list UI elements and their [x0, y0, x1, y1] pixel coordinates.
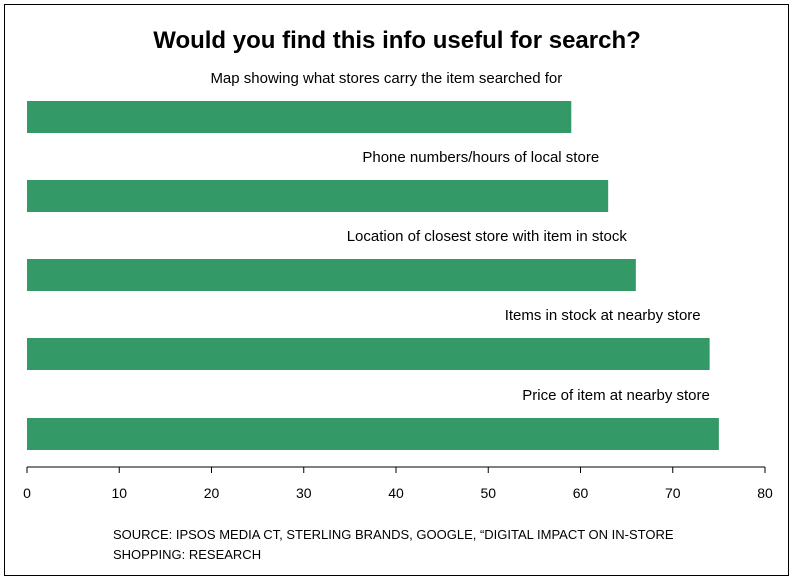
- bar-2: [27, 180, 609, 212]
- x-tick-label-70: 70: [665, 485, 681, 501]
- x-tick-label-30: 30: [296, 485, 312, 501]
- bar-label-2: Phone numbers/hours of local store: [362, 149, 599, 166]
- bar-5: [27, 418, 719, 450]
- chart-title: Would you find this info useful for sear…: [153, 27, 641, 54]
- x-tick-label-20: 20: [204, 485, 220, 501]
- bar-label-5: Price of item at nearby store: [522, 387, 710, 404]
- x-tick-label-80: 80: [757, 485, 773, 501]
- bar-labels-group: Map showing what stores carry the item s…: [210, 70, 709, 404]
- x-tick-label-0: 0: [23, 485, 31, 501]
- bar-3: [27, 259, 636, 291]
- bar-4: [27, 338, 710, 370]
- x-tick-label-50: 50: [480, 485, 496, 501]
- x-tick-label-10: 10: [111, 485, 127, 501]
- source-line-2: SHOPPING: RESEARCH: [113, 547, 261, 562]
- bar-label-4: Items in stock at nearby store: [505, 307, 701, 324]
- x-axis: 0 10 20 30 40 50 60 70 80: [23, 466, 773, 501]
- bar-label-3: Location of closest store with item in s…: [347, 228, 628, 245]
- source-line-1: SOURCE: IPSOS MEDIA CT, STERLING BRANDS,…: [113, 527, 674, 542]
- x-tick-label-60: 60: [573, 485, 589, 501]
- x-tick-label-40: 40: [388, 485, 404, 501]
- bar-label-1: Map showing what stores carry the item s…: [210, 70, 562, 87]
- bars-group: [27, 101, 719, 450]
- bar-1: [27, 101, 572, 133]
